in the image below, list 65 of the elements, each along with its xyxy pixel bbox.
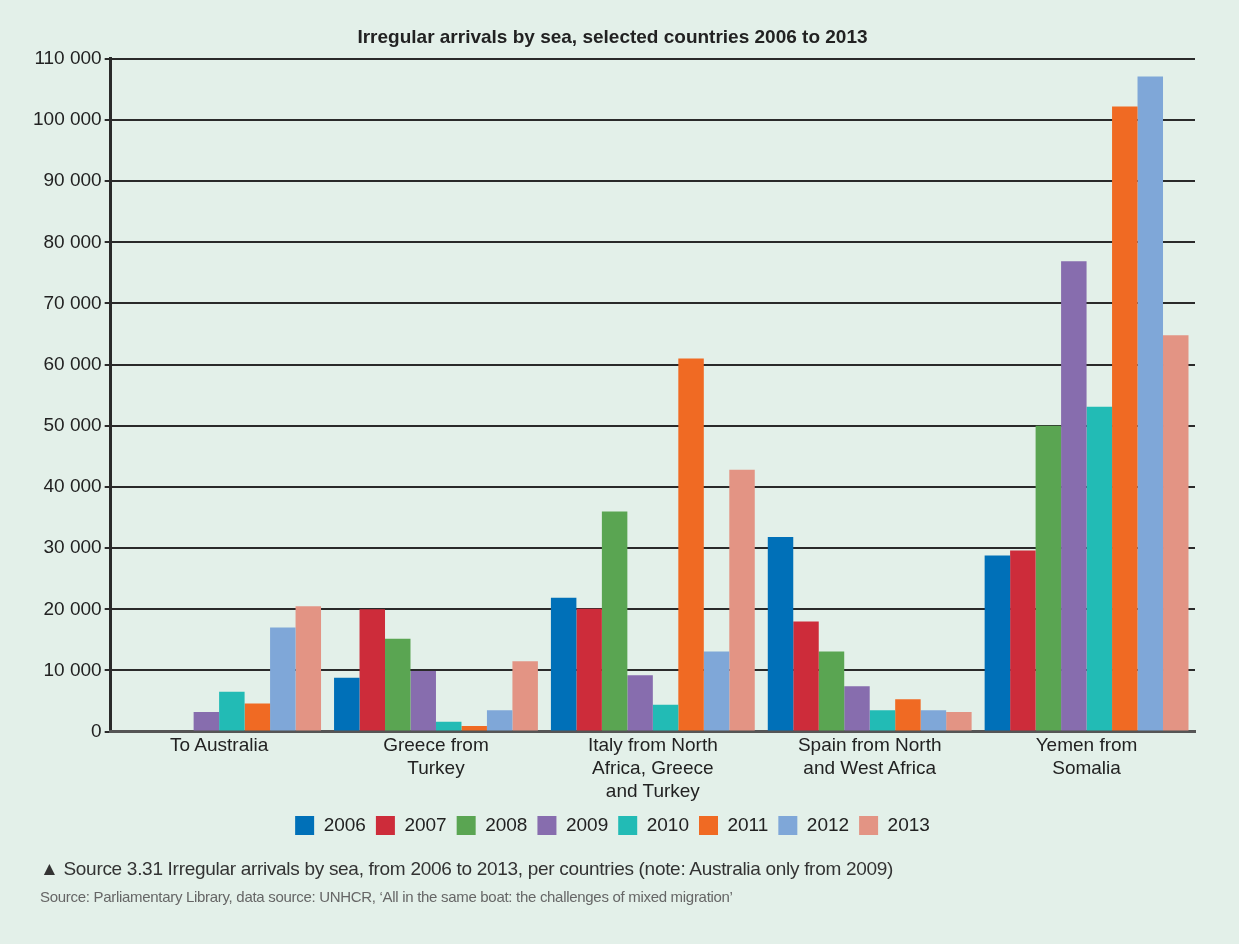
y-tick-label: 110 000 bbox=[34, 47, 102, 69]
bar bbox=[984, 555, 1011, 731]
bar bbox=[869, 710, 896, 731]
bar bbox=[793, 621, 819, 731]
legend-label: 2011 bbox=[727, 813, 769, 835]
y-tick-label: 20 000 bbox=[43, 597, 102, 619]
legend-label: 2006 bbox=[323, 813, 366, 835]
y-tick-label: 80 000 bbox=[43, 230, 102, 252]
y-tick-label: 60 000 bbox=[43, 352, 102, 374]
legend-label: 2013 bbox=[887, 813, 930, 835]
bar bbox=[818, 651, 845, 731]
bar bbox=[1137, 76, 1164, 731]
bar bbox=[652, 704, 679, 731]
bar bbox=[295, 606, 322, 731]
bar bbox=[512, 661, 538, 731]
bar bbox=[1112, 106, 1138, 731]
bar bbox=[385, 638, 411, 731]
chart-title: Irregular arrivals by sea, selected countries 2006 to 2013 bbox=[357, 25, 868, 47]
x-tick-label: Spain from North and West Africa bbox=[797, 734, 942, 779]
bar bbox=[1163, 335, 1189, 731]
bar bbox=[359, 609, 386, 731]
y-tick-label: 40 000 bbox=[43, 475, 102, 497]
legend-label: 2009 bbox=[565, 813, 609, 835]
x-tick-label: Yemen from Somalia bbox=[1035, 734, 1138, 779]
bar bbox=[435, 721, 462, 731]
bar bbox=[1035, 425, 1062, 731]
legend-label: 2012 bbox=[806, 813, 850, 835]
bar bbox=[1061, 261, 1087, 731]
bar bbox=[678, 358, 704, 731]
bar bbox=[410, 671, 436, 731]
bar bbox=[270, 627, 296, 731]
y-tick-label: 90 000 bbox=[43, 169, 102, 191]
legend-label: 2008 bbox=[485, 813, 528, 835]
legend-label: 2010 bbox=[646, 813, 689, 835]
bar bbox=[703, 651, 730, 731]
legend-label: 2007 bbox=[404, 813, 447, 835]
bar bbox=[244, 703, 271, 731]
bar bbox=[486, 710, 513, 731]
y-tick-label: 100 000 bbox=[32, 108, 102, 130]
bar bbox=[895, 699, 921, 731]
x-tick-label: To Australia bbox=[169, 734, 269, 756]
bar bbox=[461, 726, 487, 731]
bar bbox=[729, 469, 755, 731]
y-tick-label: 50 000 bbox=[43, 414, 102, 436]
bar bbox=[576, 608, 602, 731]
bar bbox=[767, 537, 794, 731]
y-tick-label: 10 000 bbox=[43, 658, 102, 680]
bar bbox=[627, 675, 653, 731]
bar bbox=[334, 677, 360, 731]
text: ▲ Source 3.31 Irregular arrivals by sea, from 2006 to 2013, per countries (note: Australia only from 2009) bbox=[40, 858, 894, 880]
bar bbox=[946, 712, 972, 731]
y-tick-label: 70 000 bbox=[43, 291, 102, 313]
bar bbox=[920, 710, 947, 731]
x-tick-label: Italy from North Africa, Greece and Turkey bbox=[587, 734, 718, 801]
x-tick-label: Greece from Turkey bbox=[383, 734, 489, 779]
bar bbox=[1010, 550, 1036, 731]
bar bbox=[844, 686, 870, 731]
bar bbox=[219, 691, 245, 731]
bar bbox=[1086, 406, 1113, 731]
y-tick-label: 30 000 bbox=[43, 536, 102, 558]
bar bbox=[550, 597, 577, 731]
bar bbox=[193, 712, 220, 731]
bar bbox=[601, 511, 628, 731]
y-tick-label: 0 bbox=[91, 719, 102, 741]
source-note: Source: Parliamentary Library, data source: UNHCR, ‘All in the same boat: the challenges of mixed migration’ bbox=[40, 888, 734, 905]
